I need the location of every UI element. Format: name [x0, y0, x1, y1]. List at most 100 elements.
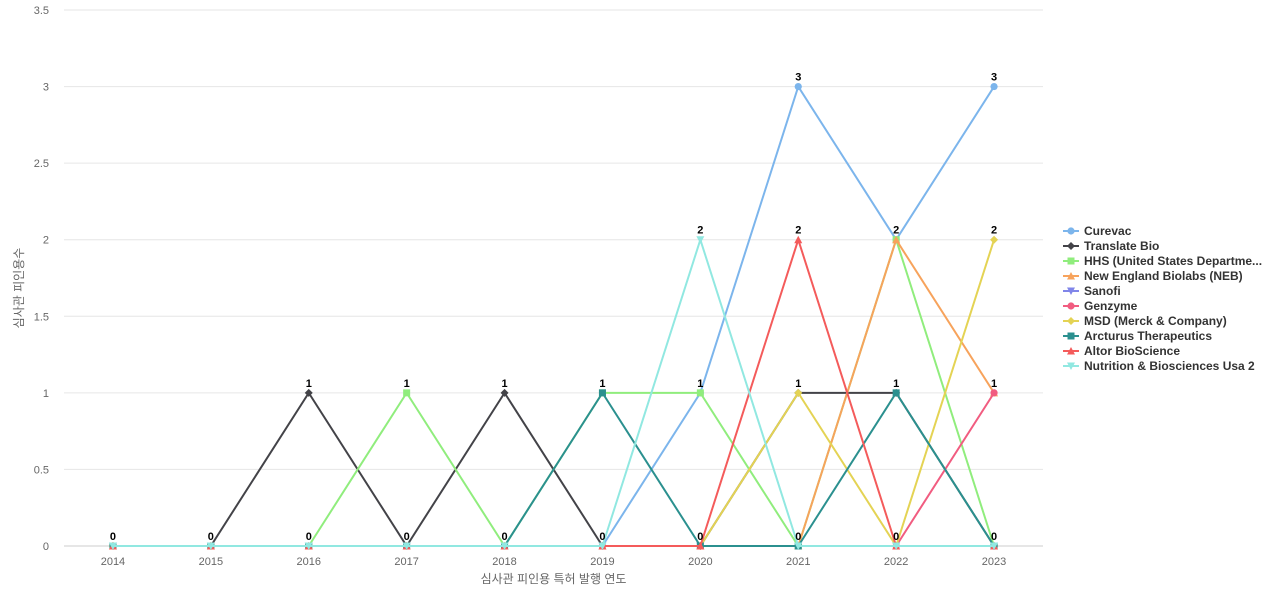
legend-item[interactable]: Sanofi [1063, 284, 1121, 298]
series-line [112, 238, 995, 547]
legend-marker [1067, 242, 1075, 250]
legend-marker [1067, 362, 1075, 370]
legend-marker [1067, 332, 1075, 340]
data-point [892, 235, 901, 244]
legend-label: Genzyme [1084, 299, 1138, 313]
data-point [990, 82, 998, 91]
data-label: 3 [795, 72, 801, 84]
y-tick-label: 0.5 [34, 464, 49, 476]
legend-label: Altor BioScience [1084, 344, 1180, 358]
data-label: 0 [991, 531, 997, 543]
data-label: 0 [404, 531, 410, 543]
data-point [598, 542, 607, 550]
data-point [990, 542, 999, 550]
data-point [304, 542, 313, 550]
legend-item[interactable]: New England Biolabs (NEB) [1063, 269, 1243, 283]
legend-marker [1067, 227, 1075, 235]
data-label: 1 [306, 378, 312, 390]
data-label: 2 [893, 225, 899, 237]
x-tick-label: 2021 [786, 556, 810, 568]
legend-marker [1067, 347, 1075, 355]
legend-marker [1067, 257, 1075, 265]
legend-marker [1067, 272, 1075, 280]
y-tick-label: 3.5 [34, 5, 49, 17]
x-axis-title: 심사관 피인용 특허 발행 연도 [481, 571, 627, 586]
legend-item[interactable]: Translate Bio [1063, 239, 1159, 253]
data-label: 1 [501, 378, 507, 390]
data-label: 1 [893, 378, 899, 390]
data-point [598, 389, 606, 397]
legend-label: MSD (Merck & Company) [1084, 314, 1227, 328]
data-point [794, 82, 802, 91]
x-tick-label: 2017 [394, 556, 418, 568]
data-label: 0 [697, 531, 703, 543]
legend-item[interactable]: Curevac [1063, 224, 1132, 238]
data-point [696, 542, 705, 550]
data-point [500, 542, 509, 550]
data-point [990, 235, 999, 244]
legend-marker [1067, 287, 1075, 295]
legend-marker [1067, 302, 1075, 310]
y-tick-label: 1 [43, 388, 49, 400]
x-tick-label: 2016 [297, 556, 321, 568]
data-label: 1 [991, 378, 997, 390]
data-label: 1 [404, 378, 410, 390]
data-point [500, 388, 509, 397]
data-label: 2 [697, 225, 703, 237]
legend-label: Curevac [1084, 224, 1132, 238]
legend-item[interactable]: MSD (Merck & Company) [1063, 314, 1227, 328]
y-axis-title: 심사관 피인용수 [12, 248, 26, 329]
series-layer [108, 82, 999, 550]
y-tick-label: 0 [43, 541, 49, 553]
y-tick-label: 1.5 [34, 311, 49, 323]
legend-label: Sanofi [1084, 284, 1121, 298]
data-label: 0 [208, 531, 214, 543]
data-point [304, 388, 313, 397]
data-label: 3 [991, 72, 997, 84]
data-point [892, 542, 901, 550]
x-tick-label: 2022 [884, 556, 908, 568]
x-tick-label: 2020 [688, 556, 712, 568]
data-label: 0 [110, 531, 116, 543]
y-tick-label: 2.5 [34, 158, 49, 170]
legend-label: Nutrition & Biosciences Usa 2 [1084, 359, 1255, 373]
data-point [794, 235, 803, 244]
data-label: 0 [306, 531, 312, 543]
data-label: 0 [893, 531, 899, 543]
data-label: 1 [599, 378, 605, 390]
data-label: 0 [599, 531, 605, 543]
legend-item[interactable]: Nutrition & Biosciences Usa 2 [1063, 359, 1255, 373]
legend-label: Arcturus Therapeutics [1084, 329, 1212, 343]
data-label: 0 [795, 531, 801, 543]
x-tick-label: 2018 [492, 556, 516, 568]
series-nutrition-biosciences-usa-2 [108, 236, 999, 550]
x-tick-label: 2015 [199, 556, 223, 568]
data-label: 2 [991, 225, 997, 237]
data-label: 0 [501, 531, 507, 543]
legend-item[interactable]: Arcturus Therapeutics [1063, 329, 1212, 343]
x-tick-label: 2019 [590, 556, 614, 568]
data-label: 1 [795, 378, 801, 390]
data-label: 1 [697, 378, 703, 390]
data-point [402, 542, 411, 550]
grid-layer [64, 9, 1043, 547]
legend-item[interactable]: HHS (United States Departme... [1063, 254, 1262, 268]
legend-label: New England Biolabs (NEB) [1084, 269, 1243, 283]
data-labels: 0 0 0 1 1 0 1 0 1 0 2 1 0 3 2 1 0 2 1 0 3 2 1 0 [110, 72, 997, 543]
data-point [990, 389, 998, 397]
legend-marker [1067, 317, 1075, 325]
x-tick-label: 2014 [101, 556, 125, 568]
data-label: 2 [795, 225, 801, 237]
legend-item[interactable]: Genzyme [1063, 299, 1138, 313]
legend-label: Translate Bio [1084, 239, 1159, 253]
data-point [892, 389, 900, 397]
data-point [206, 542, 215, 550]
data-point [696, 389, 704, 397]
x-tick-label: 2023 [982, 556, 1006, 568]
data-point [794, 388, 803, 397]
legend-item[interactable]: Altor BioScience [1063, 344, 1180, 358]
y-tick-label: 2 [43, 235, 49, 247]
